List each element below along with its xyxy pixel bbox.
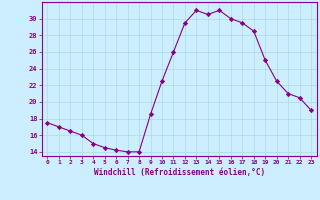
X-axis label: Windchill (Refroidissement éolien,°C): Windchill (Refroidissement éolien,°C) xyxy=(94,168,265,177)
